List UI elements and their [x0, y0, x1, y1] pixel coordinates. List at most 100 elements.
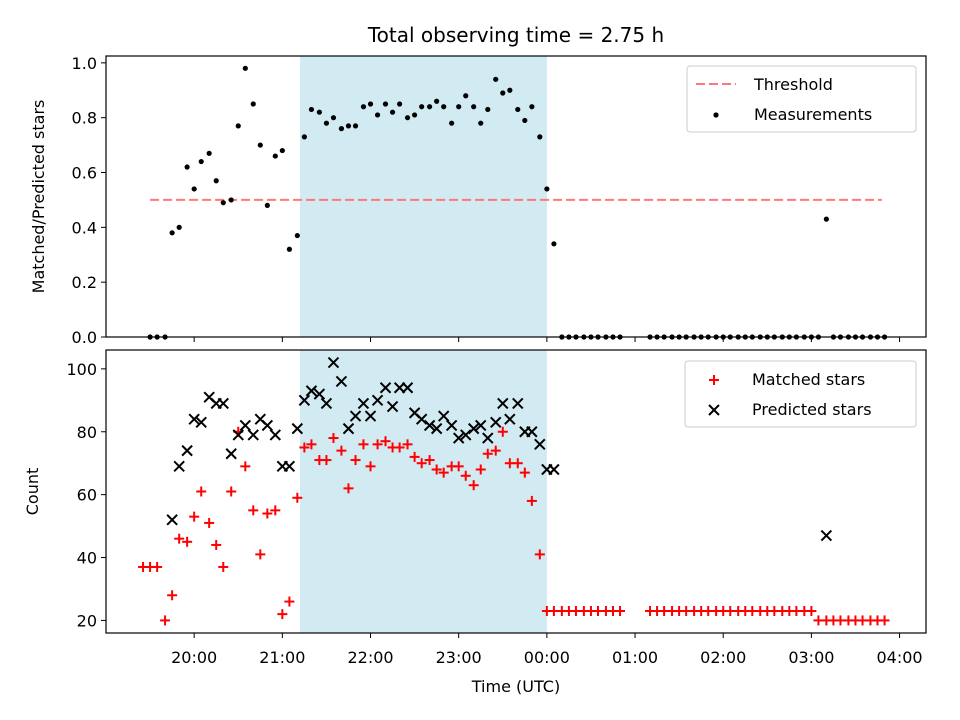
predicted-star-point	[247, 429, 259, 441]
x-tick-label: 01:00	[612, 648, 658, 667]
matched-star-point	[211, 539, 222, 550]
legend-measurement-swatch	[713, 112, 719, 118]
count-axes-frame	[105, 349, 927, 634]
matched-star-point	[328, 433, 339, 444]
observing-span-top	[299, 56, 547, 337]
measurement-point	[352, 123, 359, 129]
marker-stroke	[423, 419, 436, 432]
predicted-star-point	[490, 416, 502, 429]
marker-stroke	[181, 444, 193, 457]
marker-stroke	[166, 514, 178, 526]
matched-star-point	[152, 561, 163, 572]
predicted-star-point	[445, 419, 458, 432]
matched-star-point	[526, 495, 537, 506]
predicted-star-point	[371, 394, 384, 407]
predicted-star-point	[386, 400, 399, 413]
predicted-star-point	[342, 422, 355, 435]
measurement-point	[316, 109, 322, 115]
predicted-star-point	[173, 460, 185, 473]
matched-star-point	[277, 609, 288, 620]
predicted-star-point	[335, 375, 348, 388]
matched-star-point	[512, 458, 523, 469]
matched-star-point	[174, 533, 185, 544]
count-legend: Matched stars Predicted stars	[684, 360, 917, 428]
measurement-point	[551, 241, 557, 247]
predicted-star-point	[195, 416, 207, 429]
matched-star-point	[226, 486, 237, 497]
matched-star-point	[189, 511, 200, 522]
matched-star-point	[497, 426, 508, 437]
y-tick-label: 0.6	[72, 164, 97, 183]
marker-stroke	[820, 529, 833, 542]
marker-stroke	[534, 438, 546, 451]
measurement-point	[389, 109, 396, 115]
marker-stroke	[445, 419, 458, 432]
marker-stroke	[225, 448, 237, 460]
measurement-point	[220, 200, 226, 206]
matched-star-point	[534, 549, 545, 560]
measurement-point	[176, 224, 182, 230]
marker-stroke	[291, 422, 304, 435]
y-tick-label: 80	[77, 423, 97, 442]
marker-stroke	[247, 429, 259, 441]
predicted-star-point	[320, 397, 333, 410]
legend-box	[684, 360, 917, 428]
marker-stroke	[408, 407, 421, 419]
predicted-star-point	[534, 438, 546, 451]
marker-stroke	[437, 410, 450, 422]
x-tick-label: 22:00	[347, 648, 393, 667]
y-tick-label: 100	[66, 360, 97, 379]
predicted-star-point	[217, 397, 229, 410]
x-tick-label: 02:00	[700, 648, 746, 667]
ratio-panel: 0.0 0.2 0.4 0.6 0.8 1.0 Matched/Predicted sta…	[29, 54, 927, 347]
marker-stroke	[335, 375, 348, 388]
marker-stroke	[357, 397, 370, 410]
marker-stroke	[217, 397, 229, 410]
predicted-star-point	[291, 422, 304, 435]
measurement-point	[397, 101, 403, 107]
legend-predicted-label: Predicted stars	[752, 400, 872, 419]
predicted-star-point	[526, 426, 538, 438]
marker-stroke	[349, 410, 362, 422]
measurement-point	[323, 120, 330, 126]
measurement-point	[544, 186, 550, 192]
measurement-point	[294, 232, 300, 239]
marker-stroke	[482, 432, 494, 444]
marker-stroke	[320, 397, 333, 410]
predicted-star-point	[504, 413, 516, 425]
measurement-point	[404, 115, 411, 121]
predicted-star-point	[548, 463, 560, 476]
predicted-star-point	[415, 413, 428, 425]
matched-star-point	[306, 439, 317, 450]
measurement-point	[206, 150, 212, 156]
legend-matched-swatch	[709, 375, 719, 385]
matched-star-point	[240, 461, 251, 472]
y-tick-label: 0.4	[72, 218, 97, 237]
measurement-point	[515, 106, 521, 113]
matched-star-point	[460, 470, 471, 481]
predicted-star-point	[423, 419, 436, 432]
matched-star-point	[806, 605, 817, 616]
measurement-point	[286, 246, 292, 252]
marker-stroke	[188, 413, 200, 425]
measurement-point	[441, 104, 447, 110]
measurement-point	[456, 104, 462, 110]
marker-stroke	[364, 410, 377, 422]
marker-stroke	[504, 413, 516, 425]
predicted-star-point	[430, 422, 443, 435]
measurement-point	[235, 123, 241, 129]
predicted-star-point	[475, 419, 487, 432]
marker-stroke	[203, 391, 215, 403]
matched-star-point	[453, 461, 464, 472]
measurement-point	[169, 230, 175, 236]
predicted-star-point	[269, 429, 281, 441]
marker-stroke	[379, 382, 392, 394]
y-tick-label: 1.0	[72, 54, 97, 73]
measurement-point	[308, 106, 315, 113]
legend-measurement-label: Measurements	[754, 105, 872, 124]
measurement-point	[823, 216, 829, 222]
measurement-point	[493, 76, 499, 82]
predicted-star-point	[232, 429, 244, 441]
x-tick-label: 21:00	[259, 648, 305, 667]
measurement-point	[485, 106, 491, 113]
